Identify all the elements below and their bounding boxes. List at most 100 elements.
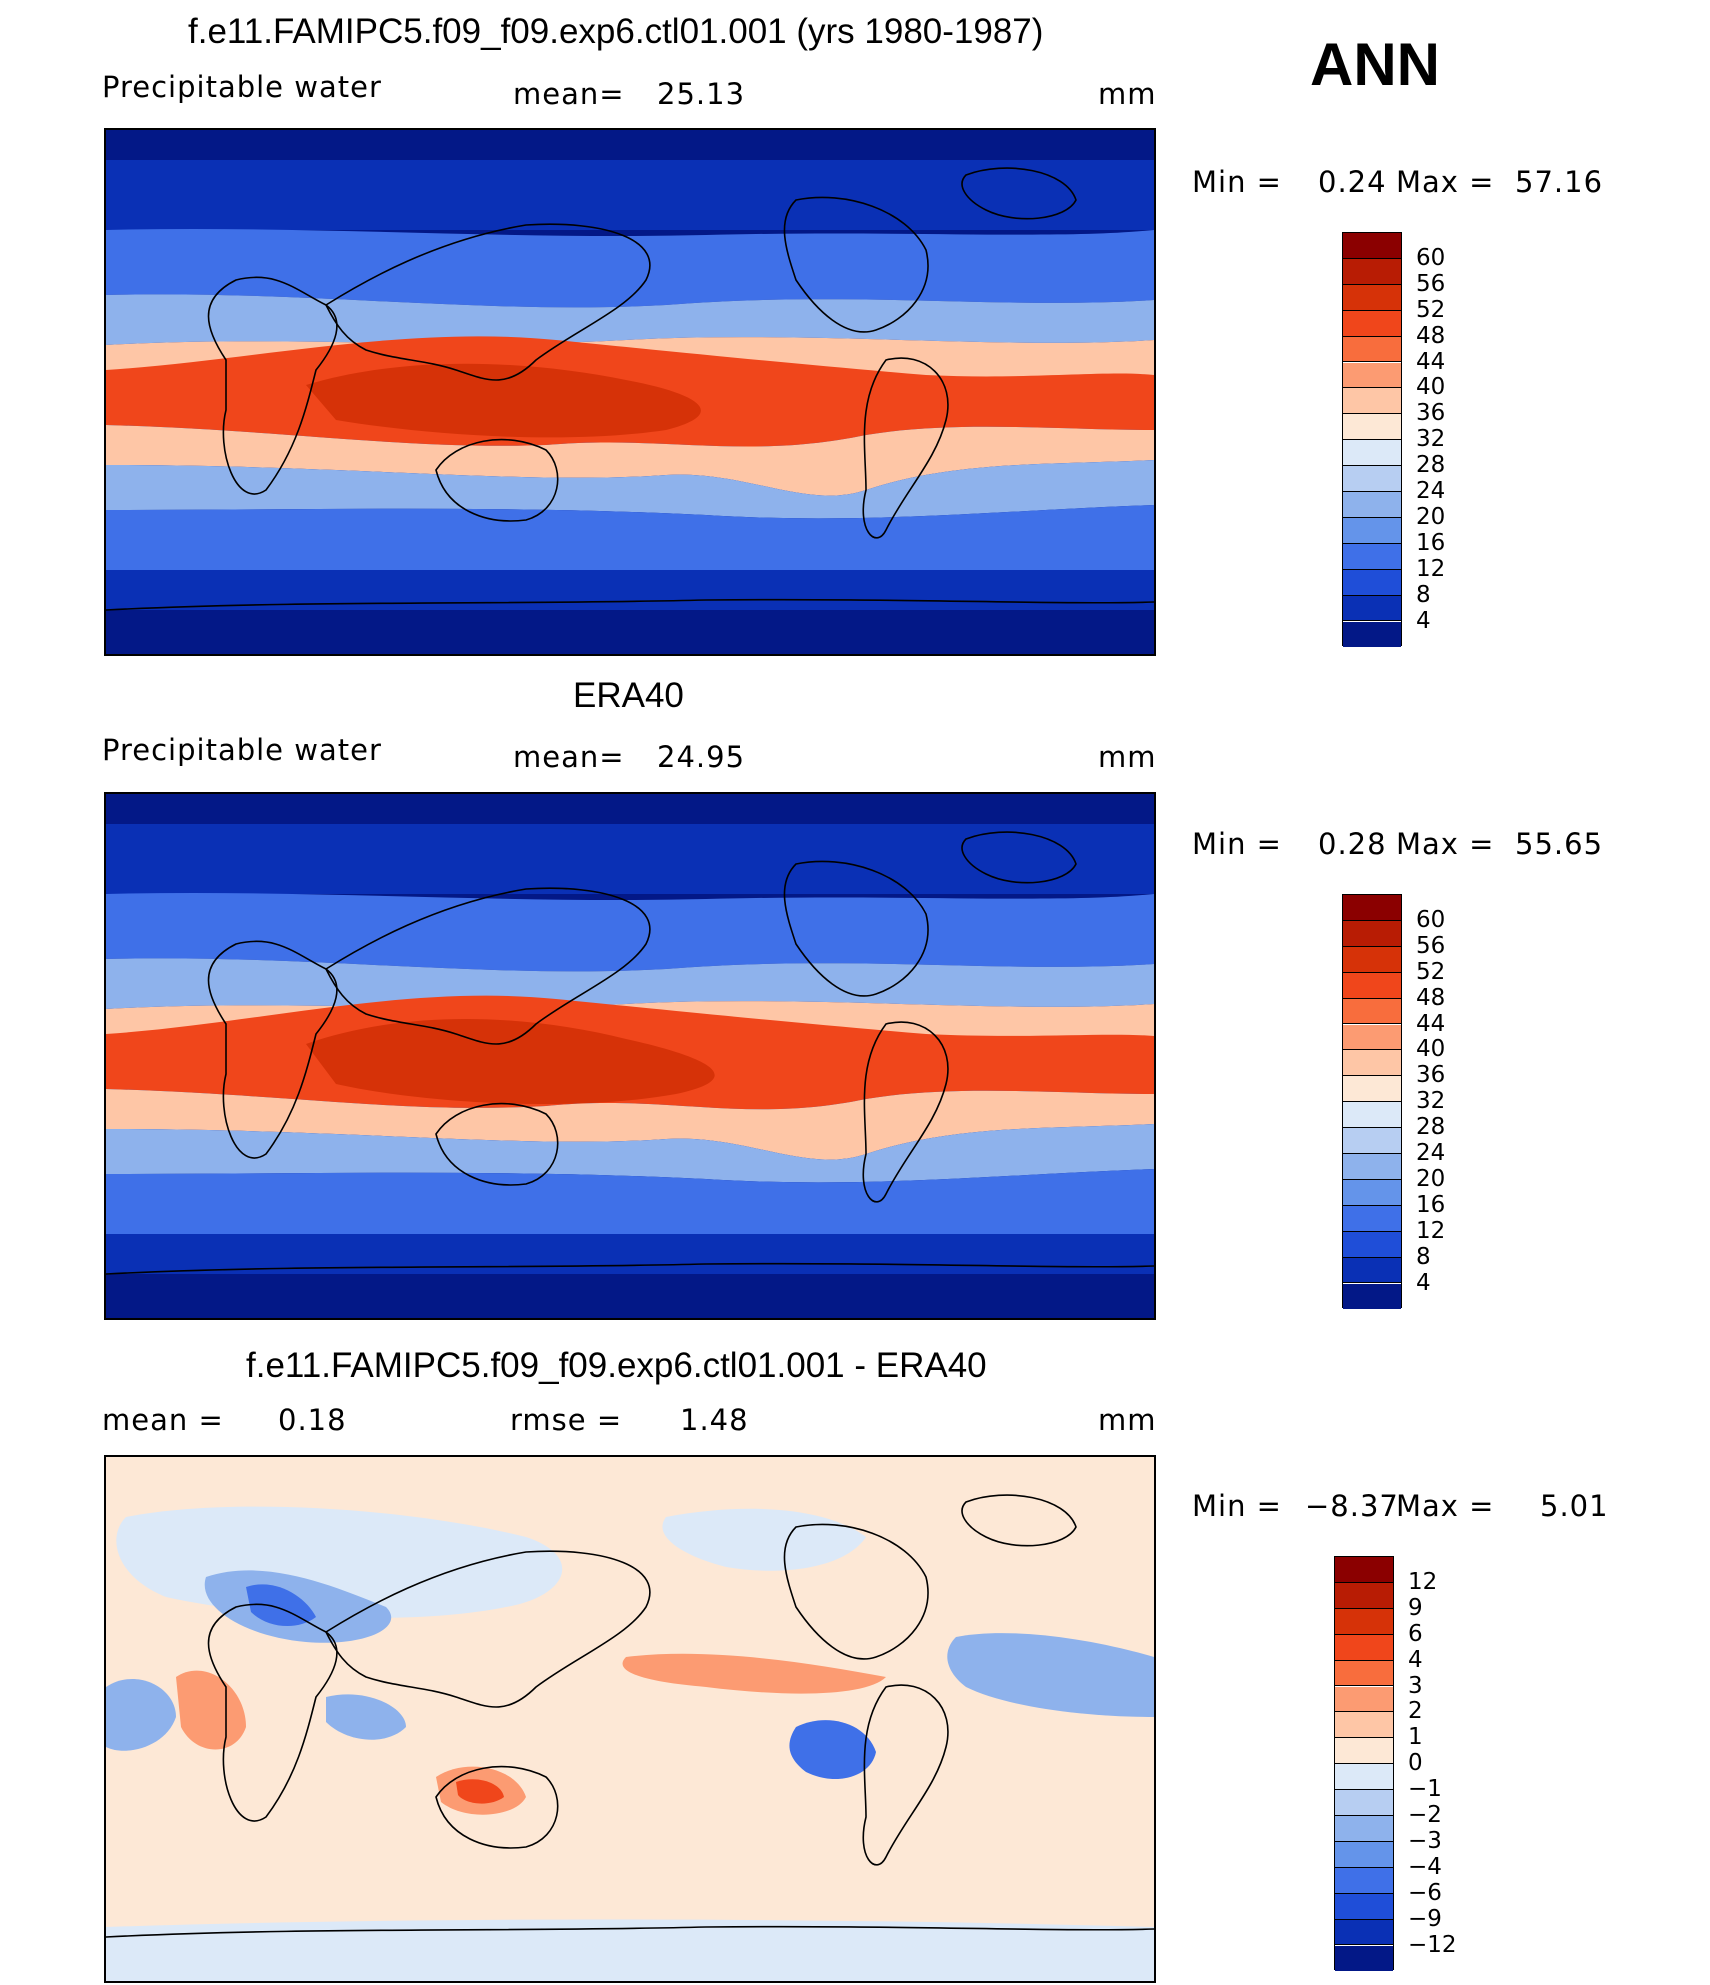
colorbar-swatch bbox=[1335, 1738, 1393, 1765]
colorbar-tick-label: 28 bbox=[1416, 1114, 1446, 1141]
band-warm-pool bbox=[306, 363, 701, 438]
colorbar-tick-label: 4 bbox=[1416, 1269, 1431, 1296]
panel-obs-map bbox=[104, 792, 1156, 1320]
panel-obs-mean-label: mean= bbox=[513, 740, 625, 774]
colorbar-tick-label: 0 bbox=[1408, 1750, 1423, 1777]
colorbar-swatch bbox=[1335, 1634, 1393, 1661]
colorbar-tick-label: −4 bbox=[1408, 1853, 1442, 1880]
colorbar-tick-label: 56 bbox=[1416, 932, 1446, 959]
band-mid-lat-north bbox=[106, 892, 1154, 972]
panel-model-mean-value: 25.13 bbox=[657, 77, 746, 111]
panel-diff-min-label: Min = bbox=[1192, 1489, 1282, 1523]
colorbar-tick-label: 28 bbox=[1416, 452, 1446, 479]
band-sub-polar-north bbox=[106, 824, 1154, 894]
colorbar-swatch bbox=[1343, 1076, 1401, 1103]
colorbar-swatch bbox=[1343, 543, 1401, 570]
colorbar-tick-label: 60 bbox=[1416, 244, 1446, 271]
colorbar-swatch bbox=[1343, 946, 1401, 973]
colorbar-tick-label: 12 bbox=[1408, 1568, 1438, 1595]
colorbar-tick-label: −3 bbox=[1408, 1827, 1442, 1854]
colorbar-tick-label: 36 bbox=[1416, 1062, 1446, 1089]
panel-obs-min-label: Min = bbox=[1192, 827, 1282, 861]
colorbar-tick-label: 6 bbox=[1408, 1620, 1423, 1647]
diff-region-pos-africa bbox=[176, 1670, 246, 1750]
panel-obs-mean-value: 24.95 bbox=[657, 740, 746, 774]
colorbar-swatch bbox=[1343, 1179, 1401, 1206]
diff-region-neg-himalaya bbox=[246, 1584, 316, 1627]
colorbar-tick-label: 56 bbox=[1416, 270, 1446, 297]
colorbar-tick-label: 48 bbox=[1416, 984, 1446, 1011]
colorbar-tick-label: 32 bbox=[1416, 1088, 1446, 1115]
band-mid-lat-south bbox=[106, 1169, 1154, 1237]
colorbar-tick-label: −2 bbox=[1408, 1802, 1442, 1828]
colorbar-tick-label: −6 bbox=[1408, 1879, 1442, 1906]
colorbar-tick-label: 4 bbox=[1408, 1646, 1423, 1673]
colorbar-swatch bbox=[1343, 895, 1401, 921]
colorbar-swatch bbox=[1343, 388, 1401, 415]
colorbar-tick-label: 20 bbox=[1416, 503, 1446, 530]
colorbar-swatch bbox=[1343, 362, 1401, 389]
colorbar-swatch bbox=[1343, 466, 1401, 492]
diff-region-neg-west-africa bbox=[106, 1678, 176, 1751]
diff-region-pos-pacific bbox=[622, 1653, 886, 1694]
panel-diff-units: mm bbox=[1098, 1403, 1157, 1437]
colorbar-swatch bbox=[1343, 336, 1401, 363]
panel-diff-max-label: Max = bbox=[1396, 1489, 1495, 1523]
colorbar-swatch bbox=[1343, 1231, 1401, 1258]
panel-obs-title: ERA40 bbox=[573, 676, 684, 715]
colorbar-swatch bbox=[1343, 1024, 1401, 1051]
band-sub-trop-south bbox=[106, 1124, 1154, 1183]
colorbar-swatch bbox=[1335, 1919, 1393, 1946]
continent-outlines bbox=[106, 1494, 1154, 1938]
panel-model-units: mm bbox=[1098, 77, 1157, 111]
colorbar-tick-label: 16 bbox=[1416, 529, 1446, 556]
colorbar-swatch bbox=[1343, 414, 1401, 441]
colorbar-tick-label: 12 bbox=[1416, 1217, 1446, 1244]
colorbar-swatch bbox=[1343, 972, 1401, 999]
colorbar-tick-label: 60 bbox=[1416, 906, 1446, 933]
panel-model-max-label: Max = bbox=[1396, 165, 1495, 199]
band-sub-polar-south bbox=[106, 1234, 1154, 1274]
colorbar-tick-label: −1 bbox=[1408, 1776, 1442, 1803]
colorbar-swatch bbox=[1335, 1867, 1393, 1894]
colorbar-swatch bbox=[1343, 621, 1401, 648]
colorbar-tick-label: 48 bbox=[1416, 322, 1446, 349]
colorbar-swatch bbox=[1343, 258, 1401, 285]
colorbar-swatch bbox=[1335, 1893, 1393, 1920]
colorbar-tick-label: 2 bbox=[1408, 1698, 1423, 1725]
continent-outlines bbox=[106, 831, 1154, 1275]
continent-outlines bbox=[106, 167, 1154, 611]
colorbar-tick-label: 24 bbox=[1416, 1140, 1446, 1166]
band-mid-lat-north bbox=[106, 228, 1154, 308]
diff-region-neg-indian-ocean bbox=[326, 1694, 406, 1740]
colorbar-swatch bbox=[1343, 1050, 1401, 1077]
colorbar-tick-label: 24 bbox=[1416, 478, 1446, 504]
panel-model-min-label: Min = bbox=[1192, 165, 1282, 199]
panel-model-min-value: 0.24 bbox=[1318, 165, 1387, 199]
colorbar-swatch bbox=[1335, 1608, 1393, 1635]
colorbar-tick-label: 4 bbox=[1416, 607, 1431, 634]
colorbar-swatch bbox=[1343, 1283, 1401, 1310]
band-trop-edge-south bbox=[106, 425, 1154, 496]
panel-obs-field-plot bbox=[106, 794, 1154, 1318]
colorbar-swatch bbox=[1335, 1816, 1393, 1842]
colorbar-swatch bbox=[1335, 1686, 1393, 1713]
colorbar-tick-label: 9 bbox=[1408, 1594, 1423, 1621]
band-sub-trop-north bbox=[106, 958, 1154, 1009]
panel-diff-field-plot bbox=[106, 1457, 1154, 1981]
colorbar-swatch bbox=[1343, 517, 1401, 544]
colorbar-swatch bbox=[1343, 1205, 1401, 1232]
colorbar-tick-label: −9 bbox=[1408, 1905, 1442, 1932]
diff-region-pos-australia-core bbox=[456, 1779, 504, 1804]
colorbar-tick-label: −12 bbox=[1408, 1931, 1457, 1958]
colorbar-swatch bbox=[1343, 595, 1401, 622]
colorbar-tick-label: 40 bbox=[1416, 374, 1446, 401]
panel-obs-variable-label: Precipitable water bbox=[102, 733, 382, 767]
diff-region-neg-amazon bbox=[789, 1720, 876, 1780]
colorbar-tick-label: 3 bbox=[1408, 1672, 1423, 1699]
colorbar-swatch bbox=[1343, 1128, 1401, 1154]
season-label: ANN bbox=[1310, 31, 1440, 98]
panel-diff-map bbox=[104, 1455, 1156, 1983]
band-sub-trop-north bbox=[106, 294, 1154, 345]
colorbar-swatch bbox=[1343, 492, 1401, 518]
